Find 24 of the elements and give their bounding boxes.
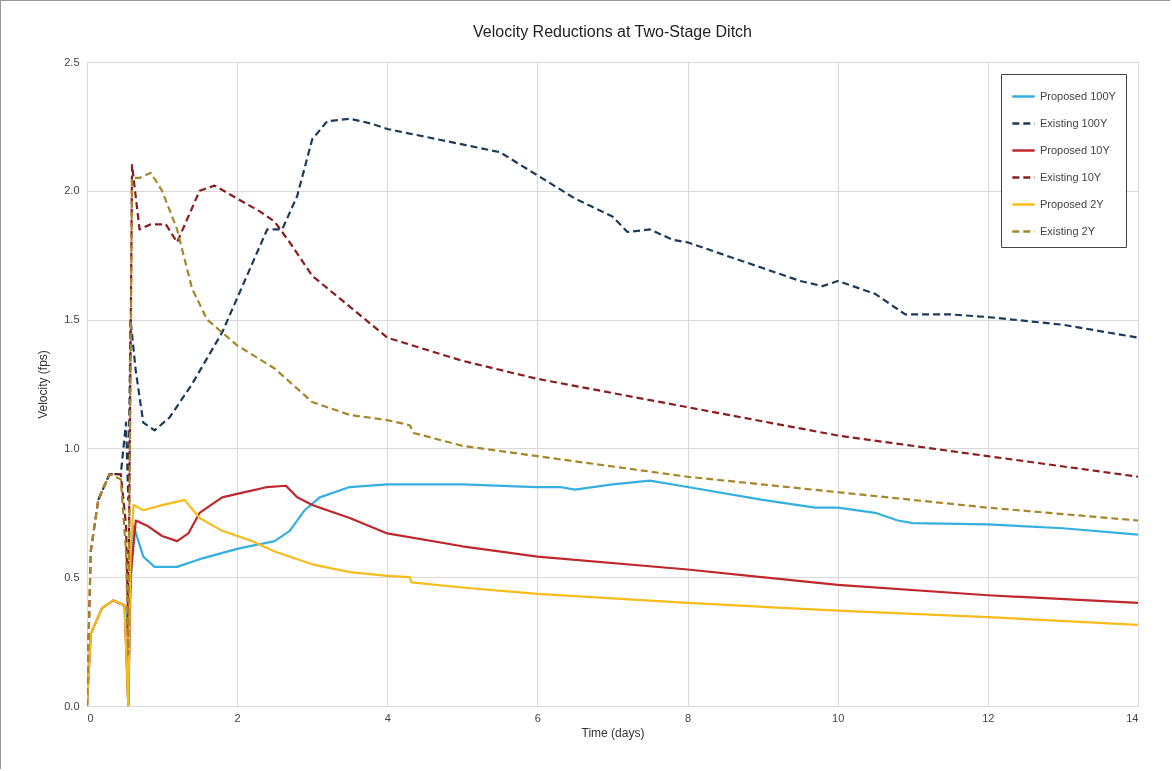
x-axis-title: Time (days) [581,725,645,740]
y-tick-label: 0.5 [64,570,80,583]
x-tick-label: 0 [87,711,94,724]
x-tick-label: 14 [1126,711,1139,724]
legend-label: Proposed 10Y [1040,143,1111,156]
line-series [97,117,1138,502]
legend-label: Existing 2Y [1040,224,1096,237]
legend-label: Proposed 100Y [1040,89,1117,102]
legend-label: Existing 10Y [1040,170,1102,183]
y-tick-label: 2.0 [64,184,80,197]
x-tick-label: 4 [384,711,391,724]
x-tick-label: 8 [685,711,692,724]
x-tick-label: 6 [534,711,541,724]
x-tick-label: 2 [234,711,241,724]
x-tick-label: 12 [982,711,995,724]
legend-label: Existing 100Y [1040,116,1108,129]
y-tick-label: 1.0 [64,441,80,454]
y-tick-label: 1.5 [64,313,80,326]
y-tick-label: 2.5 [64,55,80,68]
y-axis-title: Velocity (fps) [36,350,51,419]
chart-title: Velocity Reductions at Two-Stage Ditch [473,23,752,40]
legend-label: Proposed 2Y [1040,197,1105,210]
y-tick-label: 0.0 [64,699,80,712]
x-tick-label: 10 [832,711,845,724]
